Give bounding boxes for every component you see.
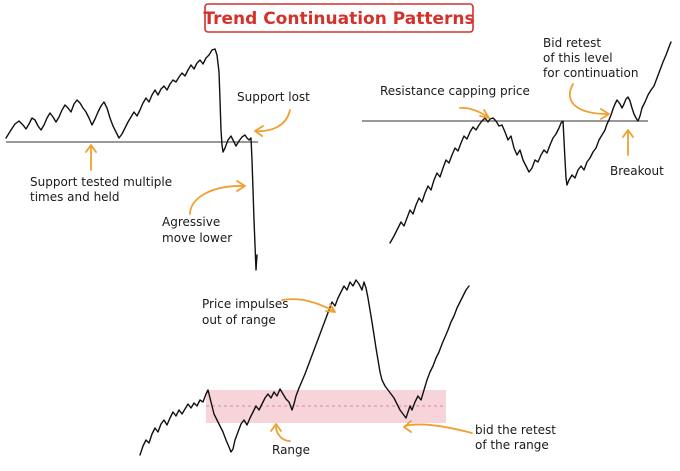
price-line-resistance: [389, 41, 672, 244]
arrow-support-tested-head: [85, 144, 97, 153]
arrow-aggressive-head: [236, 180, 246, 192]
panel-range: Price impulses out of range Range bid th…: [139, 279, 556, 457]
label-aggressive-2: move lower: [162, 231, 232, 245]
arrow-breakout-head: [622, 129, 634, 138]
label-bid-retest-range-1: bid the retest: [475, 423, 556, 437]
label-support-tested-2: times and held: [30, 190, 120, 204]
label-impulses-2: out of range: [202, 313, 276, 327]
label-support-tested-1: Support tested multiple: [30, 175, 172, 189]
arrow-bid-retest-range-head: [403, 420, 412, 433]
arrow-bid-retest-range: [404, 423, 473, 434]
arrow-impulses: [281, 298, 335, 312]
label-aggressive-1: Agressive: [162, 215, 220, 229]
arrow-resistance-capping: [459, 106, 489, 118]
label-resistance-capping: Resistance capping price: [380, 84, 530, 98]
price-line-range: [139, 279, 470, 456]
arrow-resistance-capping-head: [479, 109, 490, 119]
label-bid-retest-2: of this level: [543, 51, 613, 65]
arrow-impulses-head: [325, 303, 336, 313]
page-title: Trend Continuation Patterns: [203, 9, 474, 29]
label-bid-retest-3: for continuation: [543, 66, 638, 80]
arrow-range-head: [270, 423, 282, 432]
label-bid-retest-1: Bid retest: [543, 36, 601, 50]
arrow-support-lost: [255, 109, 291, 133]
arrow-bid-retest: [568, 83, 609, 115]
label-breakout: Breakout: [610, 164, 664, 178]
label-bid-retest-range-2: of the range: [475, 438, 549, 452]
label-impulses-1: Price impulses: [202, 297, 289, 311]
arrow-support-lost-head: [254, 125, 264, 137]
panel-resistance-breakout: Resistance capping price Bid retest of t…: [362, 36, 672, 244]
label-support-lost: Support lost: [237, 90, 310, 104]
title-box: [204, 3, 474, 33]
arrow-bid-retest-head: [600, 108, 610, 120]
panel-support-lost: Support lost Support tested multiple tim…: [5, 48, 310, 271]
price-line-support: [5, 48, 258, 271]
label-range: Range: [272, 443, 310, 457]
arrow-aggressive: [189, 185, 245, 215]
arrow-range: [275, 425, 291, 442]
